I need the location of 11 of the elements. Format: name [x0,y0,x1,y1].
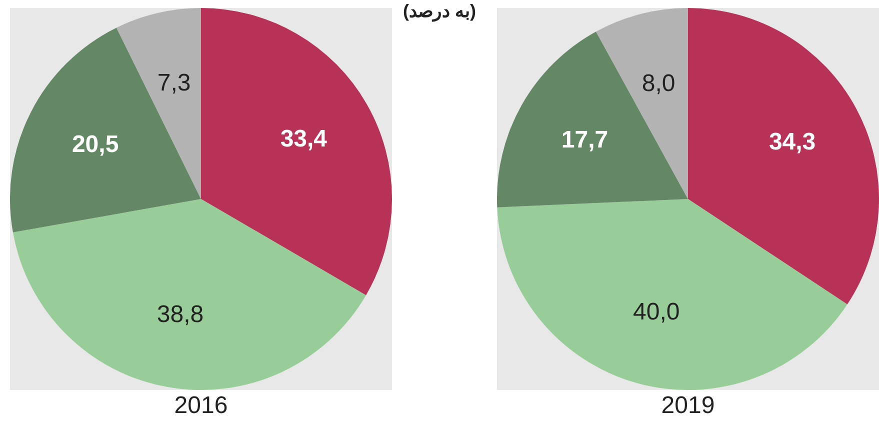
data-label: 40,0 [633,298,680,326]
text: (به درصد) [402,0,477,22]
text: 2019 [661,392,715,420]
data-label: 20,5 [72,131,119,158]
data-label: 7,3 [157,69,191,96]
data-label: 34,3 [768,128,816,156]
text: 2016 [174,392,228,420]
data-label: 8,0 [642,70,676,97]
data-label: 33,4 [280,126,328,153]
data-label: 38,8 [156,301,204,328]
data-label: 17,7 [561,126,608,154]
